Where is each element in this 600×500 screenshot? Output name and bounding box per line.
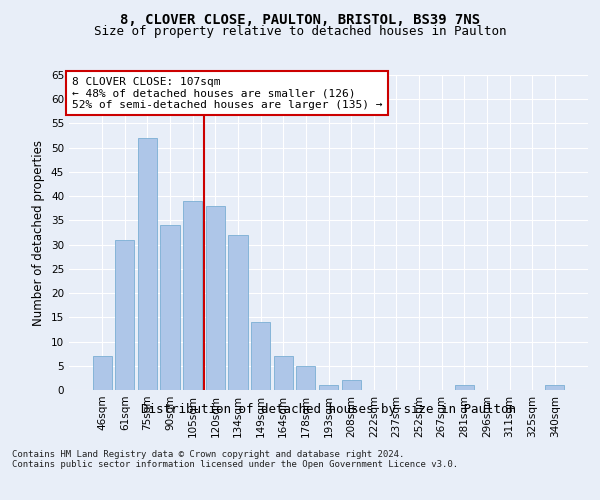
Bar <box>183 201 202 390</box>
Text: Distribution of detached houses by size in Paulton: Distribution of detached houses by size … <box>142 402 516 415</box>
Bar <box>229 235 248 390</box>
Text: 8 CLOVER CLOSE: 107sqm
← 48% of detached houses are smaller (126)
52% of semi-de: 8 CLOVER CLOSE: 107sqm ← 48% of detached… <box>71 76 382 110</box>
Bar <box>206 206 225 390</box>
Bar <box>274 356 293 390</box>
Bar <box>92 356 112 390</box>
Bar <box>341 380 361 390</box>
Bar <box>545 385 565 390</box>
Text: Contains HM Land Registry data © Crown copyright and database right 2024.
Contai: Contains HM Land Registry data © Crown c… <box>12 450 458 469</box>
Bar <box>138 138 157 390</box>
Bar <box>319 385 338 390</box>
Bar <box>296 366 316 390</box>
Y-axis label: Number of detached properties: Number of detached properties <box>32 140 46 326</box>
Bar <box>115 240 134 390</box>
Bar <box>251 322 270 390</box>
Text: 8, CLOVER CLOSE, PAULTON, BRISTOL, BS39 7NS: 8, CLOVER CLOSE, PAULTON, BRISTOL, BS39 … <box>120 12 480 26</box>
Text: Size of property relative to detached houses in Paulton: Size of property relative to detached ho… <box>94 25 506 38</box>
Bar <box>455 385 474 390</box>
Bar <box>160 225 180 390</box>
